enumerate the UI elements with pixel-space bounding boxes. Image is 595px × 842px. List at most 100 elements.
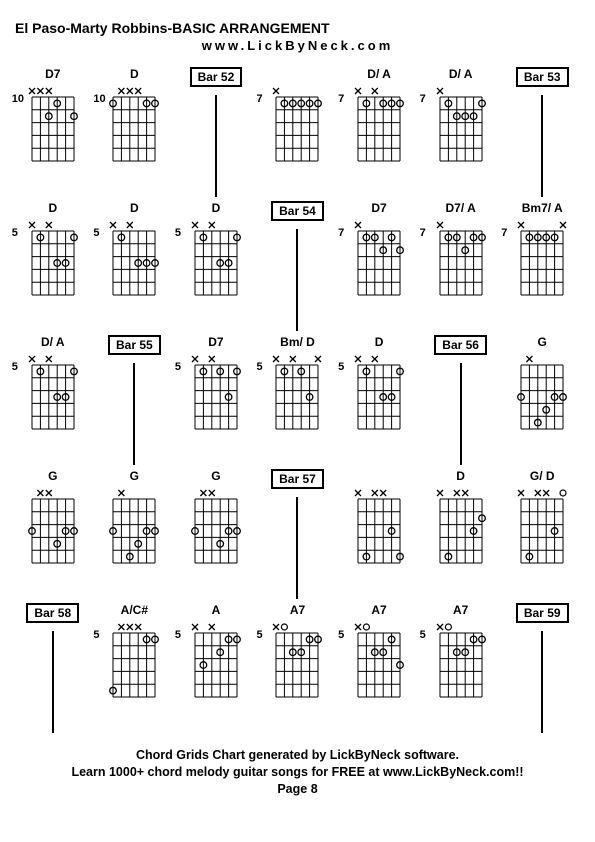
chord-label: D: [212, 201, 221, 217]
chord-label: A: [212, 603, 221, 619]
fret-position: 5: [256, 361, 262, 373]
chord-label: D: [375, 335, 384, 351]
bar-label: Bar 54: [271, 201, 324, 221]
fret-position: 5: [175, 227, 181, 239]
chord-label: D7: [45, 67, 60, 83]
chord-diagram: 5: [107, 219, 161, 299]
chord-cell: G/ D: [504, 469, 580, 599]
chord-diagram: [352, 487, 406, 567]
chord-label: G/ D: [530, 469, 555, 485]
bar-line: [460, 363, 462, 465]
bar-label: Bar 58: [26, 603, 79, 623]
chord-cell: A75: [260, 603, 336, 733]
chord-label: Bm/ D: [280, 335, 315, 351]
bar-label: Bar 57: [271, 469, 324, 489]
chord-diagram: 5: [26, 219, 80, 299]
chord-diagram: [107, 487, 161, 567]
fret-position: 5: [12, 227, 18, 239]
fret-position: 5: [93, 629, 99, 641]
chord-cell: D/ A5: [15, 335, 91, 465]
chord-label: Bm7/ A: [522, 201, 563, 217]
chord-diagram: 7: [352, 85, 406, 165]
chord-diagram: 10: [107, 85, 161, 165]
chord-label: D7/ A: [446, 201, 476, 217]
chord-cell: A7 5: [341, 603, 417, 733]
chord-diagram: 5: [434, 621, 488, 701]
chord-diagram: 5: [270, 621, 324, 701]
chord-label: D: [456, 469, 465, 485]
chord-diagram: 5: [270, 353, 324, 433]
chord-cell: A5: [178, 603, 254, 733]
bar-label: Bar 55: [108, 335, 161, 355]
fret-position: 5: [93, 227, 99, 239]
bar-marker: Bar 58: [15, 603, 91, 733]
chord-cell: D7 5: [178, 335, 254, 465]
chord-cell: [341, 469, 417, 599]
chord-cell: G: [97, 469, 173, 599]
fret-position: 5: [338, 361, 344, 373]
chord-cell: D5: [341, 335, 417, 465]
chord-label: [377, 469, 380, 485]
chord-diagram: 5: [352, 353, 406, 433]
chord-diagram: [434, 487, 488, 567]
bar-marker: Bar 59: [504, 603, 580, 733]
bar-marker: Bar 56: [423, 335, 499, 465]
chord-diagram: [189, 487, 243, 567]
fret-position: 7: [256, 93, 262, 105]
fret-position: 10: [12, 93, 24, 105]
chord-cell: D: [423, 469, 499, 599]
chord-label: G: [130, 469, 139, 485]
chord-label: G: [211, 469, 220, 485]
bar-line: [296, 229, 298, 331]
chord-diagram: 10: [26, 85, 80, 165]
bar-line: [541, 95, 543, 197]
chord-cell: A/C#5: [97, 603, 173, 733]
fret-position: 7: [420, 93, 426, 105]
chord-label: D7: [371, 201, 386, 217]
fret-position: 5: [175, 361, 181, 373]
chord-diagram: 5: [189, 219, 243, 299]
chord-label: D/ A: [367, 67, 391, 83]
chord-label: D7: [208, 335, 223, 351]
page-title: El Paso-Marty Robbins-BASIC ARRANGEMENT: [15, 20, 580, 36]
chord-diagram: 5: [352, 621, 406, 701]
chord-cell: D/ A7: [423, 67, 499, 197]
chord-cell: D5: [97, 201, 173, 331]
fret-position: 5: [338, 629, 344, 641]
fret-position: 5: [175, 629, 181, 641]
chord-diagram: 7: [515, 219, 569, 299]
fret-position: 7: [338, 227, 344, 239]
chord-diagram: 7: [270, 85, 324, 165]
chord-cell: D5: [15, 201, 91, 331]
chord-diagram: [515, 353, 569, 433]
chord-cell: G: [15, 469, 91, 599]
chord-label: G: [538, 335, 547, 351]
fret-position: 7: [338, 93, 344, 105]
bar-marker: Bar 53: [504, 67, 580, 197]
chord-label: D: [130, 67, 139, 83]
bar-line: [133, 363, 135, 465]
chord-label: A7: [371, 603, 386, 619]
chord-cell: A75: [423, 603, 499, 733]
fret-position: 5: [256, 629, 262, 641]
fret-position: 7: [420, 227, 426, 239]
chord-cell: D5: [178, 201, 254, 331]
chord-label: D: [48, 201, 57, 217]
chord-cell: G: [178, 469, 254, 599]
bar-line: [215, 95, 217, 197]
bar-marker: Bar 57: [260, 469, 336, 599]
chord-diagram: [26, 487, 80, 567]
bar-label: Bar 59: [516, 603, 569, 623]
bar-line: [541, 631, 543, 733]
chord-diagram: 5: [189, 621, 243, 701]
chord-cell: G: [504, 335, 580, 465]
footer-line-3: Page 8: [15, 781, 580, 798]
bar-marker: Bar 52: [178, 67, 254, 197]
chord-diagram: 5: [26, 353, 80, 433]
chord-cell: D7/ A 7: [423, 201, 499, 331]
chord-label: A7: [290, 603, 305, 619]
chord-diagram: 7: [434, 85, 488, 165]
fret-position: 5: [12, 361, 18, 373]
chord-diagram: 5: [107, 621, 161, 701]
bar-line: [52, 631, 54, 733]
